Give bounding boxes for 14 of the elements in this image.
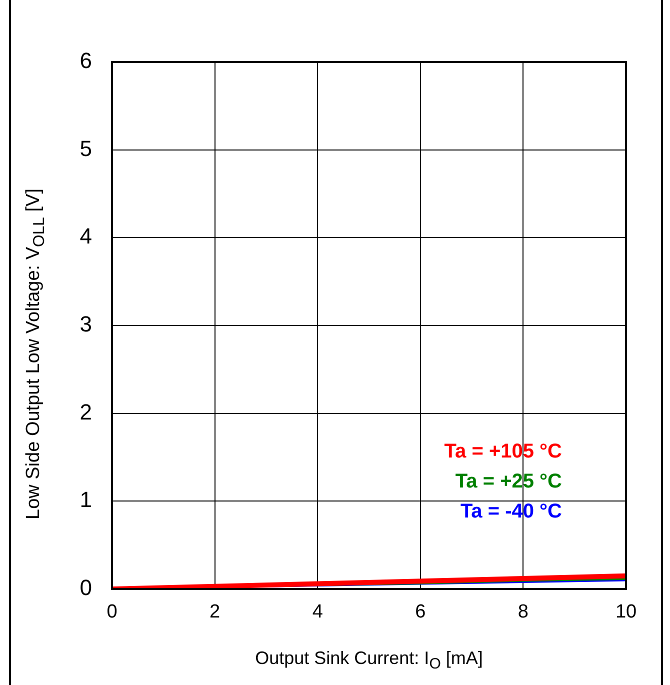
- x-tick-label: 4: [312, 602, 324, 623]
- x-tick-label: 6: [415, 602, 426, 623]
- y-tick-label: 6: [80, 48, 92, 74]
- x-tick-label: 2: [210, 602, 220, 623]
- y-tick-label: 5: [80, 136, 92, 161]
- y-tick-label: 4: [80, 224, 92, 249]
- x-axis-title: Output Sink Current: I$_{O}$ [mA]: [254, 648, 484, 673]
- y-tick-label: 1: [80, 487, 92, 512]
- x-tick-label: 10: [615, 602, 637, 623]
- y-tick-label: 3: [80, 312, 92, 337]
- y-tick-label: 2: [80, 399, 92, 424]
- x-tick-label: 8: [518, 602, 528, 623]
- y-tick-label: 0: [80, 575, 92, 600]
- x-tick-label: 0: [106, 602, 118, 623]
